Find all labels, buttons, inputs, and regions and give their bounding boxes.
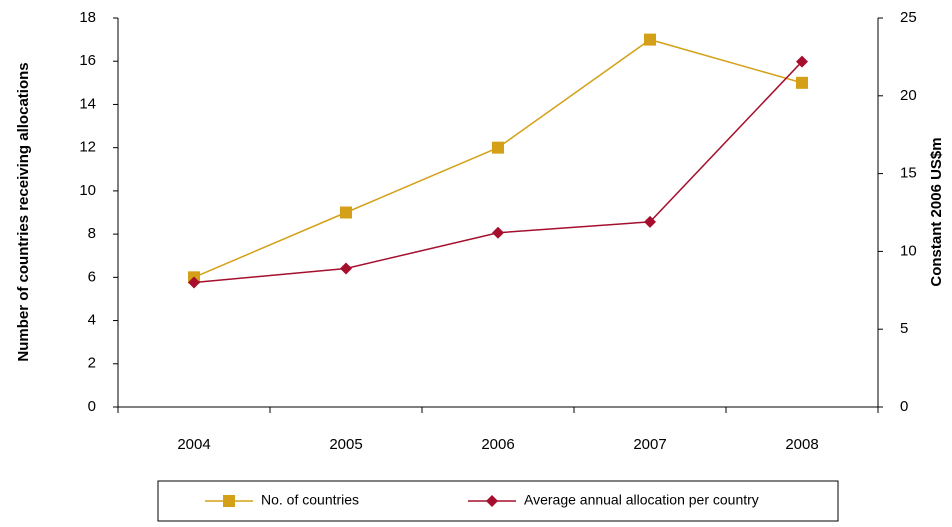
x-tick-label: 2008 xyxy=(785,436,818,453)
y-tick-label: 0 xyxy=(88,398,96,415)
y-tick-label: 16 xyxy=(79,52,96,69)
y2-tick-label: 25 xyxy=(900,9,917,26)
y2-tick-label: 10 xyxy=(900,242,917,259)
y-tick-label: 6 xyxy=(88,268,96,285)
data-point xyxy=(644,33,656,46)
series-line xyxy=(193,61,803,284)
data-point xyxy=(188,276,200,289)
y-tick-label: 10 xyxy=(79,182,96,199)
y-tick-label: 4 xyxy=(88,312,96,329)
data-point xyxy=(492,226,504,239)
y2-tick-label: 15 xyxy=(900,165,917,182)
y-tick-label: 8 xyxy=(88,225,96,242)
legend-label: Average annual allocation per country xyxy=(524,492,759,508)
y2-tick-label: 20 xyxy=(900,87,917,104)
y-tick-label: 12 xyxy=(79,139,96,156)
x-tick-label: 2007 xyxy=(633,436,666,453)
data-point xyxy=(796,55,808,68)
y-tick-label: 18 xyxy=(79,9,96,26)
x-tick-label: 2004 xyxy=(177,436,210,453)
data-point xyxy=(492,141,504,154)
y-axis-label: Number of countries receiving allocation… xyxy=(15,62,32,361)
y-tick-label: 14 xyxy=(79,95,96,112)
legend-label: No. of countries xyxy=(261,492,359,508)
y2-tick-label: 5 xyxy=(900,320,908,337)
y2-tick-label: 0 xyxy=(900,398,908,415)
legend-marker xyxy=(486,495,498,507)
data-point xyxy=(796,76,808,89)
data-point xyxy=(340,206,352,219)
y2-axis-label: Constant 2006 US$m xyxy=(928,137,945,286)
data-point xyxy=(644,215,656,228)
x-tick-label: 2005 xyxy=(329,436,362,453)
legend-marker xyxy=(223,495,235,507)
y-tick-label: 2 xyxy=(88,355,96,372)
data-point xyxy=(340,262,352,275)
x-tick-label: 2006 xyxy=(481,436,514,453)
